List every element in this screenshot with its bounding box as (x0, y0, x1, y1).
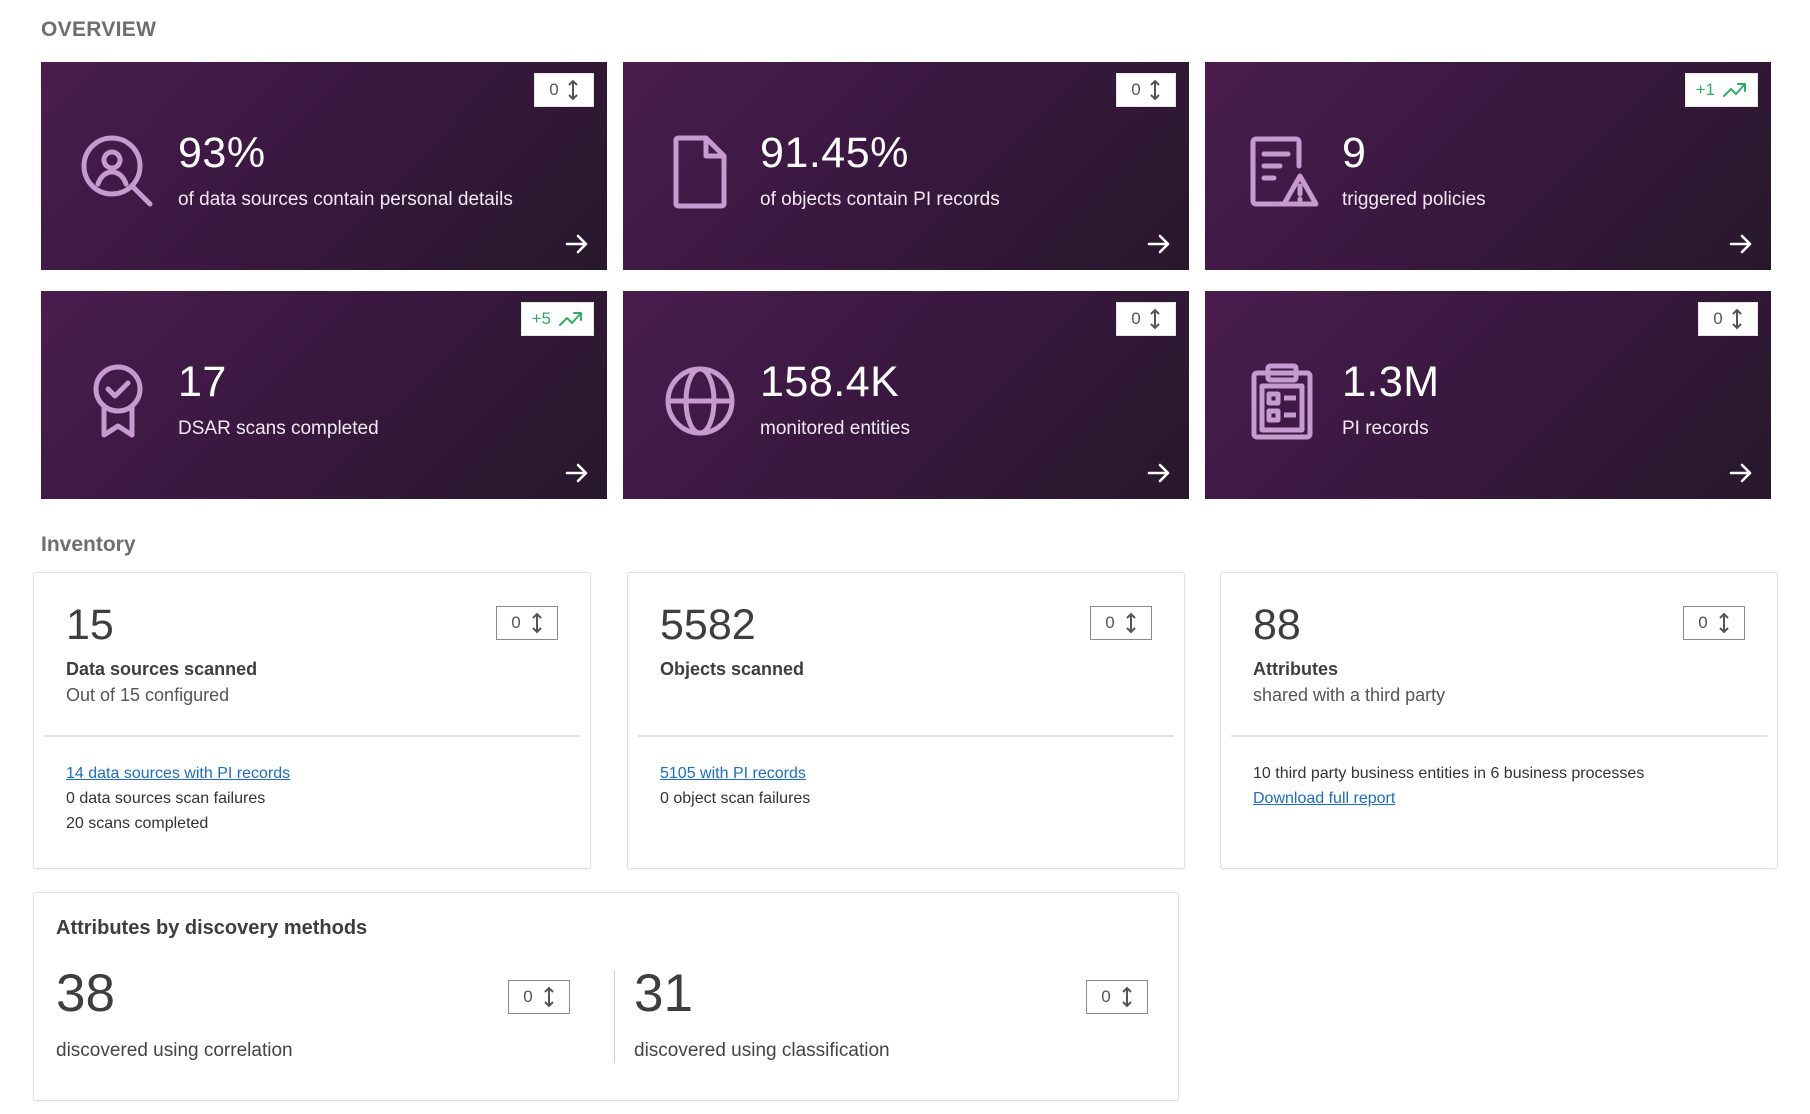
sort-arrows-icon (568, 79, 578, 101)
divider (1231, 735, 1767, 737)
delta-value: 0 (1698, 613, 1708, 632)
sort-arrows-icon (1732, 308, 1742, 330)
card-title: Objects scanned (660, 659, 805, 679)
tile-label: of data sources contain personal details (178, 189, 513, 210)
tile-value: 17 (178, 358, 227, 406)
delta-value: 0 (1105, 613, 1115, 632)
trend-badge: 0 (1698, 302, 1758, 336)
tile-monitored-entities[interactable]: 0 158.4K monitored entities (623, 291, 1189, 499)
sort-arrows-icon (544, 986, 554, 1008)
award-check-icon (78, 361, 158, 441)
sort-arrows-icon (1150, 79, 1160, 101)
card-details: 5105 with PI records 0 object scan failu… (660, 761, 810, 811)
tile-value: 9 (1342, 129, 1367, 177)
trend-value: 0 (549, 80, 559, 99)
trending-up-icon (559, 312, 582, 326)
delta-value: 0 (511, 613, 521, 632)
trend-badge: +1 (1684, 73, 1758, 107)
sort-arrows-icon (1122, 986, 1132, 1008)
arrow-right-icon[interactable] (1145, 459, 1173, 487)
tile-triggered-policies[interactable]: +1 9 triggered policies (1205, 62, 1771, 270)
arrow-right-icon[interactable] (563, 230, 591, 258)
card-title: Attributes (1253, 659, 1338, 679)
divider (44, 735, 580, 737)
classification-label: discovered using classification (634, 1040, 890, 1061)
delta-badge: 0 (1090, 606, 1152, 640)
policy-alert-icon (1242, 132, 1322, 212)
delta-badge: 0 (508, 980, 570, 1014)
tile-value: 158.4K (760, 358, 900, 406)
trend-value: 0 (1131, 80, 1141, 99)
vertical-divider (614, 971, 615, 1063)
trend-badge: +5 (520, 302, 594, 336)
delta-badge: 0 (1683, 606, 1745, 640)
tile-value: 91.45% (760, 129, 909, 177)
delta-value: 0 (1101, 987, 1111, 1006)
overview-title: OVERVIEW (41, 18, 157, 41)
card-value: 88 (1253, 601, 1301, 649)
sort-arrows-icon (532, 612, 542, 634)
correlation-label: discovered using correlation (56, 1040, 293, 1061)
trending-up-icon (1723, 83, 1746, 97)
card-data-sources: 15 0 Data sources scanned Out of 15 conf… (33, 572, 591, 869)
classification-value: 31 (634, 964, 693, 1023)
classification-stat: 31 0 discovered using classification (634, 963, 1154, 1073)
sort-arrows-icon (1126, 612, 1136, 634)
card-details: 10 third party business entities in 6 bu… (1253, 761, 1644, 811)
arrow-right-icon[interactable] (1145, 230, 1173, 258)
search-user-icon (78, 132, 158, 212)
sort-arrows-icon (1150, 308, 1160, 330)
tile-label: of objects contain PI records (760, 189, 1000, 210)
sort-arrows-icon (1719, 612, 1729, 634)
file-icon (660, 132, 740, 212)
tile-label: PI records (1342, 418, 1429, 439)
correlation-stat: 38 0 discovered using correlation (56, 963, 576, 1073)
card-objects: 5582 0 Objects scanned 5105 with PI reco… (627, 572, 1185, 869)
correlation-value: 38 (56, 964, 115, 1023)
card-subtitle: shared with a third party (1253, 685, 1446, 705)
inventory-title: Inventory (41, 533, 136, 556)
tile-label: DSAR scans completed (178, 418, 379, 439)
detail-line: 20 scans completed (66, 815, 209, 832)
delta-value: 0 (523, 987, 533, 1006)
trend-badge: 0 (1116, 73, 1176, 107)
divider (638, 735, 1174, 737)
delta-badge: 0 (496, 606, 558, 640)
tile-dsar-scans[interactable]: +5 17 DSAR scans completed (41, 291, 607, 499)
detail-line: 0 data sources scan failures (66, 790, 266, 807)
trend-badge: 0 (534, 73, 594, 107)
card-subtitle: Out of 15 configured (66, 685, 230, 705)
card-title: Data sources scanned (66, 659, 258, 679)
card-details: 14 data sources with PI records 0 data s… (66, 761, 290, 836)
tile-value: 1.3M (1342, 358, 1440, 406)
trend-value: 0 (1131, 309, 1141, 328)
trend-value: +5 (531, 309, 551, 328)
discovery-title: Attributes by discovery methods (56, 917, 368, 939)
tile-personal-details[interactable]: 0 93% of data sources contain personal d… (41, 62, 607, 270)
tile-label: triggered policies (1342, 189, 1486, 210)
tile-label: monitored entities (760, 418, 910, 439)
card-value: 5582 (660, 601, 756, 649)
arrow-right-icon[interactable] (1727, 459, 1755, 487)
globe-icon (660, 361, 740, 441)
arrow-right-icon[interactable] (1727, 230, 1755, 258)
download-report-link[interactable]: Download full report (1253, 790, 1396, 807)
tile-objects-pi[interactable]: 0 91.45% of objects contain PI records (623, 62, 1189, 270)
trend-badge: 0 (1116, 302, 1176, 336)
objects-pi-link[interactable]: 5105 with PI records (660, 765, 806, 782)
data-sources-pi-link[interactable]: 14 data sources with PI records (66, 765, 291, 782)
card-discovery-methods: Attributes by discovery methods 38 0 dis… (33, 892, 1179, 1101)
detail-line: 0 object scan failures (660, 790, 811, 807)
tile-pi-records[interactable]: 0 1.3M PI records (1205, 291, 1771, 499)
detail-line: 10 third party business entities in 6 bu… (1253, 765, 1645, 782)
clipboard-list-icon (1242, 361, 1322, 441)
delta-badge: 0 (1086, 980, 1148, 1014)
arrow-right-icon[interactable] (563, 459, 591, 487)
trend-value: 0 (1713, 309, 1723, 328)
tile-value: 93% (178, 129, 266, 177)
trend-value: +1 (1695, 80, 1715, 99)
card-attributes: 88 0 Attributes shared with a third part… (1220, 572, 1778, 869)
card-value: 15 (66, 601, 114, 649)
